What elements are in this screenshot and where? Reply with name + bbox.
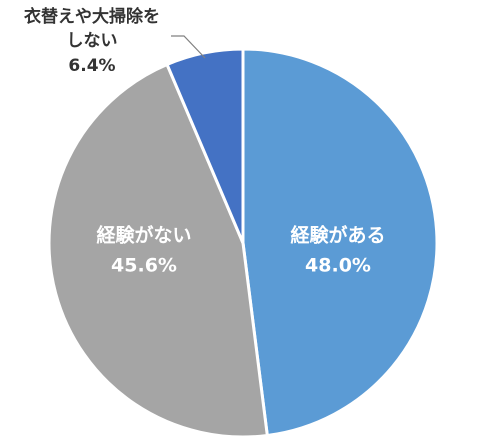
slice-value-no-cleaning: 6.4%: [68, 56, 115, 76]
pie-slice-experienced: [241, 47, 439, 437]
leader-line-no-cleaning: [171, 35, 206, 59]
pie-slices: [47, 47, 439, 439]
pie-slice-no-cleaning: [165, 47, 245, 245]
pie-labels: 経験がある 48.0% 経験がない 45.6% 衣替えや大掃除を しない 6.4…: [24, 6, 386, 277]
slice-label-no-cleaning-line2: しない: [67, 31, 118, 51]
slice-value-not-experienced: 45.6%: [111, 255, 177, 277]
slice-label-not-experienced: 経験がない: [96, 224, 191, 247]
slice-label-no-cleaning-line1: 衣替えや大掃除を: [24, 6, 160, 27]
slice-label-experienced: 経験がある: [290, 224, 385, 247]
pie-slice-not-experienced: [47, 62, 269, 439]
slice-value-experienced: 48.0%: [305, 255, 371, 277]
